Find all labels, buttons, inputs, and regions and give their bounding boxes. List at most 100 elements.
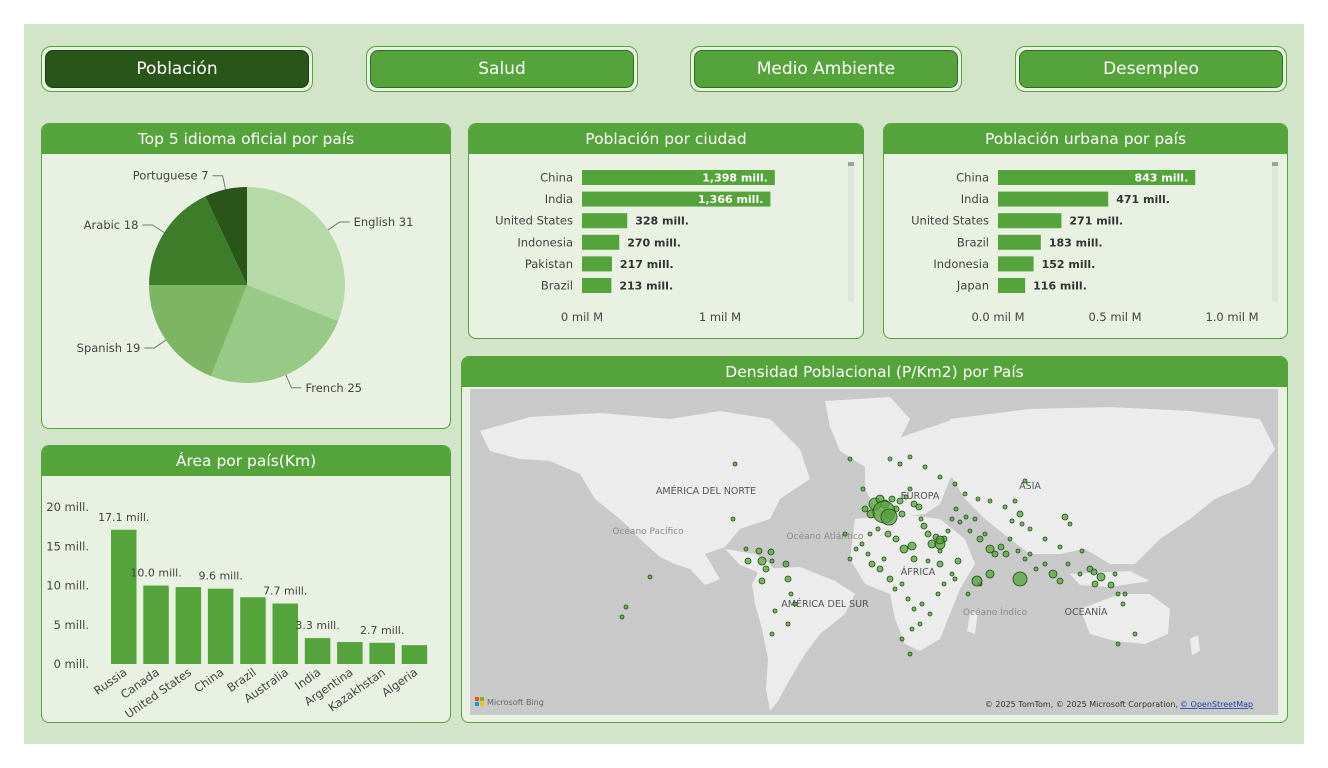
map-bubble[interactable]: [936, 560, 944, 568]
map-bubble[interactable]: [1091, 580, 1099, 588]
map-bubble[interactable]: [755, 547, 763, 555]
map-bubble[interactable]: [907, 486, 913, 492]
map-bubble[interactable]: [972, 516, 978, 522]
map-bubble[interactable]: [897, 461, 903, 467]
map-bubble[interactable]: [1065, 561, 1071, 567]
map-bubble[interactable]: [982, 531, 988, 537]
map-bubble[interactable]: [935, 591, 941, 597]
map-bubble[interactable]: [971, 575, 983, 587]
map-bubble[interactable]: [762, 565, 770, 573]
map-bubble[interactable]: [1132, 631, 1138, 637]
pie-slice-arabic[interactable]: [149, 196, 247, 285]
map-bubble[interactable]: [954, 557, 962, 565]
area-bar[interactable]: [111, 529, 137, 664]
map-bubble[interactable]: [1009, 518, 1015, 524]
map-bubble[interactable]: [997, 543, 1005, 551]
map-bubble[interactable]: [888, 495, 896, 503]
tab-desempleo[interactable]: Desempleo: [1015, 46, 1287, 92]
map-bubble[interactable]: [842, 531, 848, 537]
map-bubble[interactable]: [1096, 572, 1106, 582]
area-bar[interactable]: [369, 642, 395, 664]
map-canvas[interactable]: AMÉRICA DEL NORTE AMÉRICA DEL SUR EUROPA…: [470, 389, 1278, 715]
map-bubble[interactable]: [949, 516, 955, 522]
map-bubble[interactable]: [886, 575, 894, 583]
map-bubble[interactable]: [769, 631, 775, 637]
map-bubble[interactable]: [1042, 561, 1048, 567]
map-bubble[interactable]: [792, 601, 798, 607]
map-bubble[interactable]: [920, 522, 928, 530]
area-bar[interactable]: [143, 585, 169, 665]
urban-bar[interactable]: [998, 170, 1196, 185]
map-bubble[interactable]: [975, 496, 981, 502]
city-bar[interactable]: [582, 170, 775, 185]
map-bubble[interactable]: [1033, 566, 1039, 572]
map-bubble[interactable]: [730, 516, 736, 522]
map-bubble[interactable]: [782, 560, 790, 568]
area-bar[interactable]: [175, 587, 202, 664]
map-bubble[interactable]: [1027, 526, 1033, 532]
map-bubble[interactable]: [1057, 544, 1063, 550]
urban-bar[interactable]: [998, 213, 1062, 229]
area-bar[interactable]: [240, 597, 266, 664]
map-bubble[interactable]: [907, 651, 913, 657]
map-bubble[interactable]: [853, 546, 859, 552]
tab-salud[interactable]: Salud: [366, 46, 638, 92]
map-bubble[interactable]: [952, 576, 958, 582]
urban-bar[interactable]: [998, 278, 1026, 293]
map-bubble[interactable]: [757, 556, 767, 566]
map-bubble[interactable]: [965, 591, 971, 597]
map-bubble[interactable]: [744, 557, 752, 565]
map-bubble[interactable]: [945, 528, 951, 534]
map-bubble[interactable]: [1042, 536, 1048, 542]
map-bubble[interactable]: [758, 577, 766, 585]
map-bubble[interactable]: [907, 541, 917, 551]
map-bubble[interactable]: [910, 500, 918, 508]
map-bubble[interactable]: [899, 581, 905, 587]
map-bubble[interactable]: [910, 555, 918, 563]
map-bubble[interactable]: [767, 548, 775, 556]
map-attribution-link[interactable]: © OpenStreetMap: [1180, 700, 1253, 709]
map-bubble[interactable]: [875, 526, 881, 532]
map-bubble[interactable]: [769, 558, 775, 564]
map-bubble[interactable]: [905, 596, 911, 602]
map-bubble[interactable]: [896, 497, 904, 505]
map-bubble[interactable]: [1012, 498, 1018, 504]
map-bubble[interactable]: [898, 510, 906, 518]
map-bubble[interactable]: [927, 611, 933, 617]
density-map[interactable]: AMÉRICA DEL NORTE AMÉRICA DEL SUR EUROPA…: [470, 389, 1278, 715]
map-bubble[interactable]: [1022, 556, 1028, 562]
map-bubble[interactable]: [1061, 513, 1069, 521]
map-bubble[interactable]: [892, 535, 900, 543]
city-bar[interactable]: [582, 278, 612, 293]
map-bubble[interactable]: [867, 531, 873, 537]
map-bubble[interactable]: [892, 586, 898, 592]
area-bar[interactable]: [272, 603, 299, 664]
map-bubble[interactable]: [784, 575, 792, 583]
pie-slice-english[interactable]: [247, 187, 345, 322]
area-bar[interactable]: [401, 645, 428, 664]
area-bar[interactable]: [207, 588, 234, 664]
map-bubble[interactable]: [1115, 591, 1121, 597]
map-bubble[interactable]: [647, 574, 653, 580]
map-bubble[interactable]: [880, 508, 898, 526]
map-bubble[interactable]: [876, 565, 884, 573]
map-bubble[interactable]: [967, 528, 973, 534]
map-bubble[interactable]: [1016, 510, 1024, 518]
map-bubble[interactable]: [953, 506, 959, 512]
map-bubble[interactable]: [1077, 571, 1083, 577]
map-bubble[interactable]: [1007, 536, 1013, 542]
pie-slice-portuguese[interactable]: [205, 187, 247, 285]
map-bubble[interactable]: [935, 535, 945, 545]
map-bubble[interactable]: [861, 505, 869, 513]
map-bubble[interactable]: [917, 621, 923, 627]
map-bubble[interactable]: [957, 519, 963, 525]
city-bar[interactable]: [582, 234, 620, 250]
map-bubble[interactable]: [918, 516, 924, 522]
map-bubble[interactable]: [985, 569, 995, 579]
map-bubble[interactable]: [924, 530, 932, 538]
map-bubble[interactable]: [985, 544, 995, 554]
urban-bar[interactable]: [998, 191, 1109, 207]
map-bubble[interactable]: [1115, 641, 1121, 647]
map-bubble[interactable]: [868, 560, 876, 568]
map-bubble[interactable]: [919, 601, 925, 607]
